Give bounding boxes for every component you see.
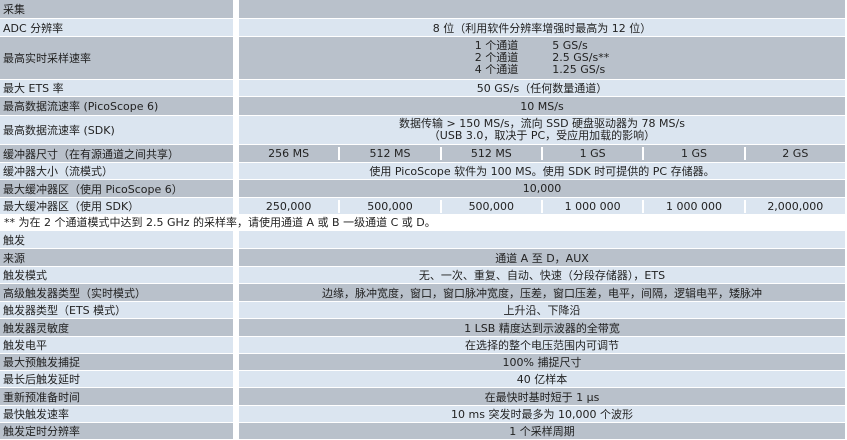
acquisition-table: 采集 ADC 分辨率 8 位（利用软件分辨率增强时最高为 12 位） 最高实时采样…	[0, 0, 845, 215]
spec-row: 触发模式 无、一次、重复、自动、快速（分段存储器），ETS	[0, 267, 845, 284]
spec-row: 触发器灵敏度 1 LSB 精度达到示波器的全带宽	[0, 319, 845, 337]
spec-row: 触发器类型（ETS 模式） 上升沿、下降沿	[0, 302, 845, 319]
section-title: 采集	[0, 0, 239, 19]
spec-row: 最长后触发延时 40 亿样本	[0, 371, 845, 388]
spec-row: 最高数据流速率 (PicoScope 6) 10 MS/s	[0, 97, 845, 116]
spec-row: 最大缓冲器区（使用 SDK） 250,000 500,000 500,000 1 00…	[0, 198, 845, 215]
spec-row: 最快触发速率 10 ms 突发时最多为 10,000 个波形	[0, 406, 845, 423]
spec-row: 最大 ETS 率 50 GS/s（任何数量通道）	[0, 80, 845, 97]
spec-row: 触发定时分辨率 1 个采样周期	[0, 423, 845, 440]
spec-row: 重新预准备时间 在最快时基时短于 1 µs	[0, 388, 845, 406]
sample-rate-list: 1 个通道 5 GS/s 2 个通道 2.5 GS/s** 4 个通道 1.25 GS…	[474, 39, 610, 76]
section-title: 触发	[0, 231, 239, 249]
spec-row: 最大缓冲器区（使用 PicoScope 6） 10,000	[0, 180, 845, 198]
spec-row: 最大预触发捕捉 100% 捕捉尺寸	[0, 354, 845, 371]
trigger-table: 触发 来源 通道 A 至 D，AUX 触发模式 无、一次、重复、自动、快速（分段存储…	[0, 231, 845, 440]
spec-row: ADC 分辨率 8 位（利用软件分辨率增强时最高为 12 位）	[0, 19, 845, 37]
footnote: ** 为在 2 个通道模式中达到 2.5 GHz 的采样率，请使用通道 A 或 …	[4, 216, 436, 229]
spec-row: 缓冲器大小（流模式） 使用 PicoScope 软件为 100 MS。使用 SDK…	[0, 163, 845, 180]
spec-row: 缓冲器尺寸（在有源通道之间共享） 256 MS 512 MS 512 MS 1 GS 1…	[0, 145, 845, 163]
spec-row: 触发电平 在选择的整个电压范围内可调节	[0, 337, 845, 354]
spec-row: 最高实时采样速率 1 个通道 5 GS/s 2 个通道 2.5 GS/s** 4 个…	[0, 37, 845, 80]
spec-row: 最高数据流速率 (SDK) 数据传输 > 150 MS/s，流向 SSD 硬盘驱动…	[0, 116, 845, 145]
spec-row: 高级触发器类型（实时模式） 边缘，脉冲宽度，窗口，窗口脉冲宽度，压差，窗口压差，电…	[0, 284, 845, 302]
spec-row: 来源 通道 A 至 D，AUX	[0, 249, 845, 267]
